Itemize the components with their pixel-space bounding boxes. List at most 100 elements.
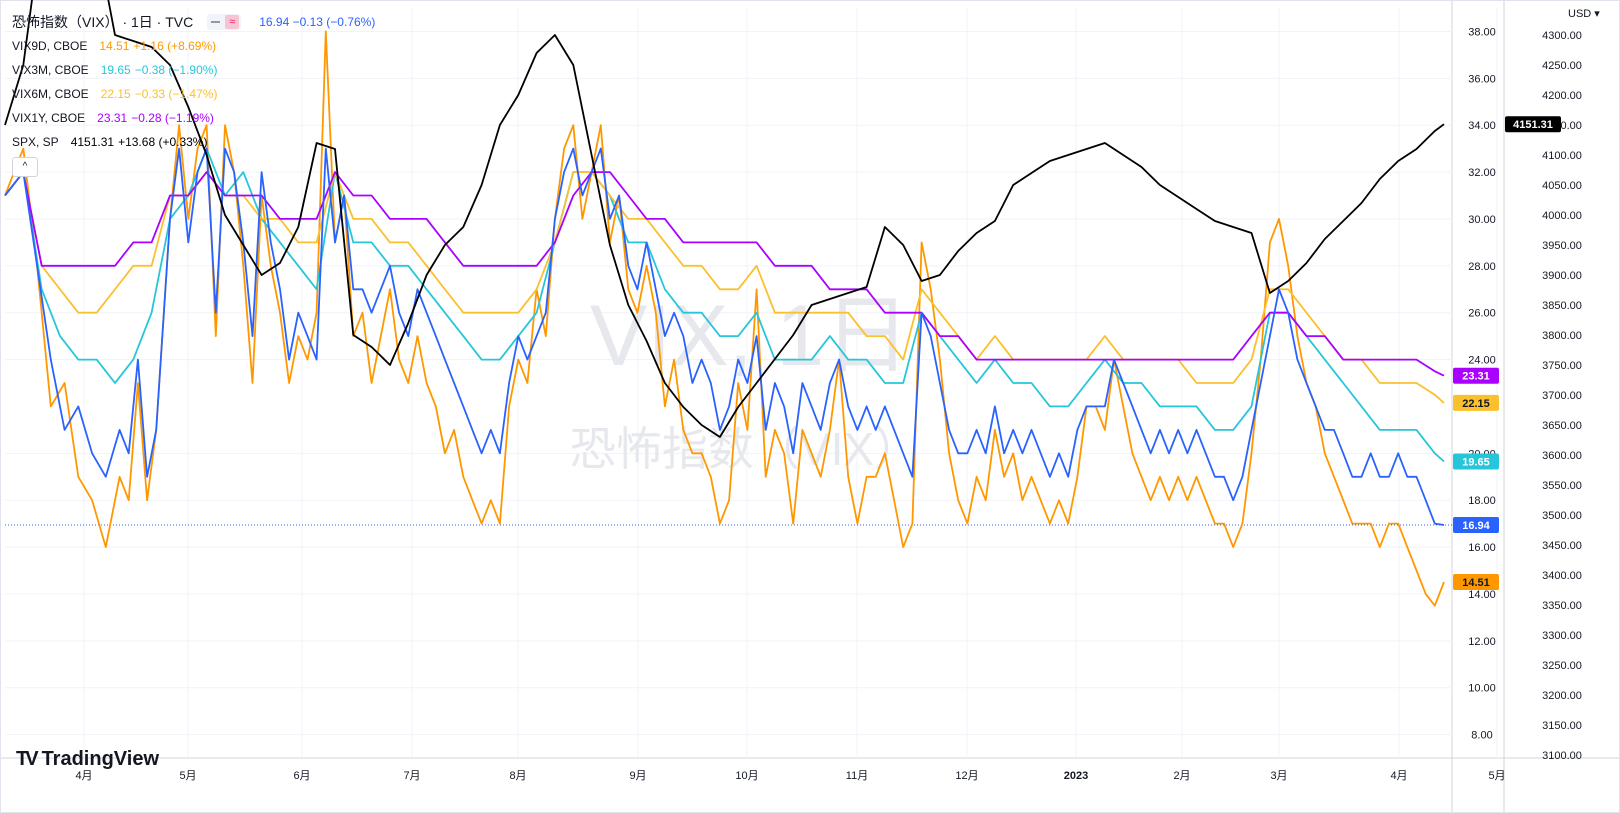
legend-value: 19.65: [100, 63, 131, 77]
time-axis-label: 8月: [509, 770, 526, 782]
main-price: 16.94 −0.13 (−0.76%): [259, 10, 375, 34]
last-value-labels: 16.94 14.51 19.65 22.15 23.31 4151.31: [1453, 116, 1561, 590]
legend-symbol: VIX6M, CBOE: [12, 87, 89, 101]
right-axis-tick-label: 3350.00: [1542, 600, 1582, 612]
last-value-badge-vix3m: [1453, 453, 1499, 470]
right-axis-tick-label: 3600.00: [1542, 450, 1582, 462]
time-axis-label: 5月: [1488, 770, 1505, 782]
right-axis-tick-label: 3550.00: [1542, 480, 1582, 492]
right-axis-tick-label: 3900.00: [1542, 270, 1582, 282]
left-axis-tick-label: 12.00: [1468, 636, 1496, 648]
time-axis-label: 5月: [179, 770, 196, 782]
last-value-text-spx: 4151.31: [1513, 119, 1553, 131]
legend-value: 14.51: [99, 39, 130, 53]
legend-symbol: SPX, SP: [12, 135, 59, 149]
last-value-badge-vix9d: [1453, 573, 1499, 590]
series-line-vix3m: [4, 147, 1445, 463]
right-axis-tick-label: 4050.00: [1542, 180, 1582, 192]
compare-icon: ≈: [225, 15, 240, 29]
tradingview-logo[interactable]: TV TradingView: [16, 748, 159, 771]
chevron-down-icon: ▾: [1594, 8, 1600, 20]
legend-value: 4151.31: [70, 135, 115, 149]
legend-rows: VIX9D, CBOE 14.51 +1.16 (+8.69%) VIX3M, CBO…: [12, 34, 375, 154]
series-line-vix1y: [4, 171, 1445, 377]
left-axis-tick-label: 8.00: [1471, 730, 1492, 742]
visibility-toggle[interactable]: ≈: [207, 14, 242, 30]
time-axis-label: 11月: [846, 770, 868, 782]
last-value-text-vix9d: 14.51: [1462, 577, 1490, 589]
legend-item[interactable]: VIX6M, CBOE 22.15 −0.33 (−1.47%): [12, 82, 375, 106]
legend-change: +13.68 (+0.33%): [118, 135, 208, 149]
time-axis-label: 9月: [629, 770, 646, 782]
right-axis-tick-label: 3150.00: [1542, 720, 1582, 732]
right-axis-tick-label: 3950.00: [1542, 240, 1582, 252]
legend-value: 22.15: [100, 87, 131, 101]
time-axis-label: 7月: [403, 770, 420, 782]
last-value-badge-vix: [1453, 517, 1499, 534]
legend-symbol: VIX1Y, CBOE: [12, 111, 86, 125]
right-axis-tick-label: 4100.00: [1542, 150, 1582, 162]
legend-change: −0.33 (−1.47%): [134, 87, 218, 101]
main-price-value: 16.94: [259, 15, 290, 29]
right-axis-tick-label: 4200.00: [1542, 90, 1582, 102]
right-axis-tick-label: 3400.00: [1542, 570, 1582, 582]
left-axis[interactable]: 38.00 36.00 34.00 32.00 30.00 28.00 26.00 24.00…: [1468, 26, 1496, 741]
hide-icon: [211, 21, 221, 23]
left-axis-tick-label: 26.00: [1468, 308, 1496, 320]
legend-item[interactable]: VIX1Y, CBOE 23.31 −0.28 (−1.19%): [12, 106, 375, 130]
right-axis-tick-label: 3250.00: [1542, 660, 1582, 672]
main-price-change: −0.13 (−0.76%): [292, 15, 376, 29]
legend-item[interactable]: SPX, SP 4151.31 +13.68 (+0.33%): [12, 130, 375, 154]
series-layer: [4, 0, 1445, 607]
legend-item[interactable]: VIX9D, CBOE 14.51 +1.16 (+8.69%): [12, 34, 375, 58]
time-axis-label: 4月: [1390, 770, 1407, 782]
chart-title[interactable]: 恐怖指数（VIX） · 1日 · TVC: [12, 14, 194, 30]
right-axis-tick-label: 3750.00: [1542, 360, 1582, 372]
watermark-line2: 恐怖指数（VIX）: [570, 423, 920, 475]
currency-selector[interactable]: USD ▾: [1568, 7, 1600, 20]
left-axis-tick-label: 28.00: [1468, 261, 1496, 273]
last-value-text-vix3m: 19.65: [1462, 457, 1490, 469]
right-axis-tick-label: 3500.00: [1542, 510, 1582, 522]
left-axis-tick-label: 24.00: [1468, 355, 1496, 367]
legend-change: −0.38 (−1.90%): [134, 63, 218, 77]
legend-change: −0.28 (−1.19%): [131, 111, 214, 125]
right-axis-tick-label: 3850.00: [1542, 300, 1582, 312]
tradingview-mark-icon: TV: [16, 748, 38, 770]
legend-item[interactable]: VIX3M, CBOE 19.65 −0.38 (−1.90%): [12, 58, 375, 82]
left-axis-tick-label: 32.00: [1468, 167, 1496, 179]
left-axis-tick-label: 18.00: [1468, 495, 1496, 507]
legend-symbol: VIX3M, CBOE: [12, 63, 89, 77]
time-axis-label: 2023: [1064, 770, 1088, 782]
last-value-text-vix: 16.94: [1462, 520, 1490, 532]
time-axis-label: 2月: [1173, 770, 1190, 782]
right-axis-tick-label: 3450.00: [1542, 540, 1582, 552]
time-axis-label: 10月: [735, 770, 758, 782]
right-axis[interactable]: 4300.004250.004200.004150.004100.004050.…: [1542, 30, 1582, 762]
series-line-vix6m: [4, 171, 1445, 404]
series-line-vix: [4, 147, 1445, 526]
brand-name: TradingView: [41, 748, 160, 770]
time-axis[interactable]: 4月 5月 6月 7月 8月 9月 10月 11月 12月 2023 2月 3月 4月 5月: [75, 770, 1505, 782]
left-axis-tick-label: 38.00: [1468, 26, 1496, 38]
series-line-vix9d: [4, 30, 1445, 607]
last-value-badge-vix1y: [1453, 367, 1499, 384]
collapse-legend-button[interactable]: ^: [12, 157, 38, 177]
legend-value: 23.31: [97, 111, 128, 125]
right-axis-tick-label: 3200.00: [1542, 690, 1582, 702]
legend-change: +1.16 (+8.69%): [133, 39, 217, 53]
left-axis-tick-label: 30.00: [1468, 214, 1496, 226]
left-axis-tick-label: 10.00: [1468, 683, 1496, 695]
right-axis-tick-label: 4250.00: [1542, 60, 1582, 72]
right-axis-tick-label: 4300.00: [1542, 30, 1582, 42]
last-value-text-vix6m: 22.15: [1462, 398, 1490, 410]
left-axis-tick-label: 34.00: [1468, 120, 1496, 132]
time-axis-label: 6月: [293, 770, 310, 782]
time-axis-label: 4月: [75, 770, 92, 782]
last-value-badge-vix6m: [1453, 394, 1499, 411]
chevron-up-icon: ^: [22, 161, 28, 172]
right-axis-tick-label: 3700.00: [1542, 390, 1582, 402]
left-axis-tick-label: 16.00: [1468, 542, 1496, 554]
